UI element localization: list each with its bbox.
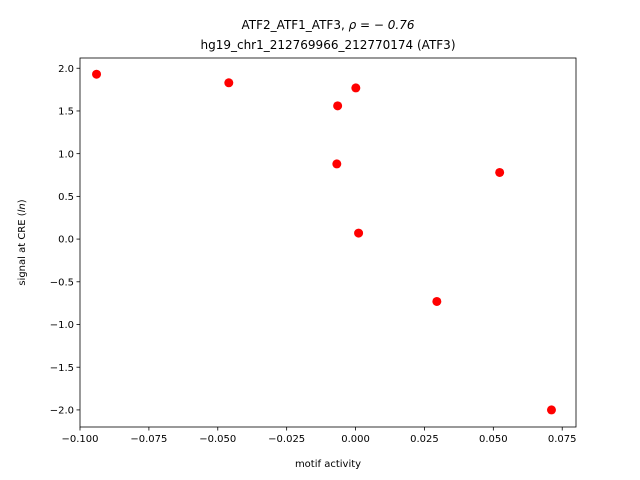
x-tick-label: −0.025 bbox=[268, 434, 305, 445]
y-tick-label: 1.5 bbox=[58, 107, 74, 118]
chart-title-line1: ATF2_ATF1_ATF3, ρ = − 0.76 bbox=[242, 18, 415, 32]
y-tick-label: 2.0 bbox=[58, 64, 74, 75]
points-layer bbox=[92, 69, 556, 415]
data-point bbox=[224, 78, 234, 88]
plot-frame bbox=[79, 57, 577, 428]
x-tick-label: 0.075 bbox=[548, 434, 577, 445]
y-tick-label: −1.0 bbox=[50, 320, 74, 331]
data-point bbox=[354, 228, 364, 238]
y-tick-label: −1.5 bbox=[50, 363, 74, 374]
y-tick-label: 1.0 bbox=[58, 149, 74, 160]
y-tick-label: −0.5 bbox=[50, 277, 74, 288]
y-tick-label: 0.5 bbox=[58, 192, 74, 203]
x-tick-label: 0.025 bbox=[410, 434, 439, 445]
chart-title-line2: hg19_chr1_212769966_212770174 (ATF3) bbox=[200, 38, 455, 52]
x-axis-label: motif activity bbox=[295, 459, 361, 470]
x-tick-label: −0.100 bbox=[61, 434, 98, 445]
x-tick-label: 0.050 bbox=[479, 434, 508, 445]
data-point bbox=[546, 405, 556, 415]
y-tick-label: 0.0 bbox=[58, 235, 74, 246]
y-tick-label: −2.0 bbox=[50, 406, 74, 417]
y-axis-label: signal at CRE (ln) bbox=[17, 199, 28, 285]
data-point bbox=[351, 83, 361, 93]
data-point bbox=[333, 101, 343, 111]
x-tick-label: 0.000 bbox=[341, 434, 370, 445]
data-point bbox=[495, 167, 505, 177]
data-point bbox=[332, 159, 342, 169]
data-point bbox=[92, 69, 102, 79]
x-tick-label: −0.050 bbox=[199, 434, 236, 445]
data-point bbox=[432, 296, 442, 306]
ticks-layer: −0.100 −0.075 −0.050 −0.025 0.000 0.025 0.050 0… bbox=[50, 64, 577, 445]
x-tick-label: −0.075 bbox=[130, 434, 167, 445]
